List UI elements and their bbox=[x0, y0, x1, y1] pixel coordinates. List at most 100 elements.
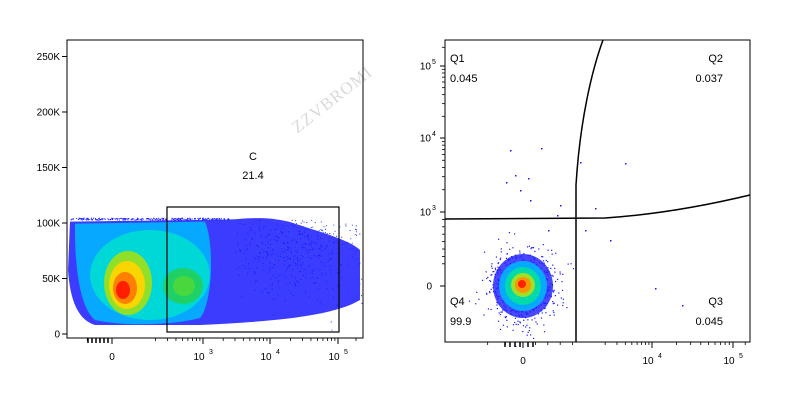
left-event bbox=[94, 218, 96, 220]
quadrant-gate[interactable] bbox=[444, 39, 751, 342]
left-event bbox=[138, 218, 140, 220]
left-event bbox=[98, 217, 100, 219]
left-event bbox=[304, 268, 306, 270]
left-event bbox=[289, 258, 291, 260]
left-event bbox=[207, 218, 209, 220]
left-event bbox=[235, 261, 237, 263]
right-event bbox=[543, 324, 545, 326]
left-event bbox=[302, 226, 304, 228]
right-outlier-event bbox=[530, 200, 532, 202]
left-event bbox=[276, 253, 278, 255]
right-event bbox=[561, 280, 563, 283]
left-population-2-core bbox=[173, 276, 195, 296]
left-event bbox=[259, 220, 261, 222]
gate-c-rectangle[interactable] bbox=[166, 206, 340, 333]
left-event bbox=[324, 265, 326, 267]
left-event bbox=[107, 218, 109, 220]
right-event bbox=[528, 245, 531, 247]
left-event bbox=[355, 257, 357, 259]
right-event bbox=[496, 304, 498, 306]
right-event bbox=[561, 289, 564, 292]
quadrant-horizontal-line[interactable] bbox=[444, 194, 751, 220]
left-event bbox=[289, 265, 291, 267]
left-event bbox=[281, 274, 283, 276]
right-y-tick-label: 10 bbox=[420, 134, 432, 145]
left-event bbox=[302, 262, 304, 264]
left-event bbox=[304, 229, 306, 231]
left-event bbox=[258, 256, 260, 258]
left-event bbox=[296, 257, 298, 259]
left-event bbox=[290, 252, 292, 254]
left-event bbox=[321, 270, 323, 272]
left-event bbox=[154, 219, 156, 221]
left-event bbox=[127, 218, 129, 220]
left-event bbox=[157, 217, 159, 219]
left-event bbox=[234, 220, 236, 222]
left-event bbox=[179, 219, 181, 221]
left-event bbox=[220, 219, 222, 221]
right-outlier-event bbox=[541, 148, 543, 150]
left-event bbox=[267, 291, 269, 293]
left-event bbox=[194, 218, 196, 220]
left-event bbox=[265, 288, 267, 290]
left-event bbox=[320, 244, 322, 246]
left-event bbox=[270, 260, 272, 262]
left-event bbox=[205, 218, 207, 220]
right-event bbox=[551, 274, 553, 276]
right-event bbox=[483, 314, 485, 316]
left-event bbox=[262, 227, 264, 229]
left-event bbox=[128, 218, 130, 220]
left-event bbox=[202, 217, 204, 219]
left-event bbox=[137, 217, 139, 219]
left-event bbox=[290, 257, 292, 259]
left-event bbox=[285, 260, 287, 262]
left-event bbox=[257, 245, 259, 247]
left-event bbox=[268, 240, 270, 242]
right-event bbox=[505, 316, 507, 318]
left-event bbox=[355, 258, 357, 260]
quadrant-vertical-line[interactable] bbox=[575, 39, 604, 342]
left-event bbox=[253, 272, 255, 274]
left-event bbox=[359, 262, 361, 264]
left-event bbox=[307, 239, 309, 241]
left-event bbox=[276, 241, 278, 243]
left-event bbox=[207, 217, 209, 219]
right-event bbox=[553, 311, 555, 314]
left-event bbox=[260, 269, 262, 271]
left-event bbox=[297, 250, 299, 252]
left-event bbox=[301, 281, 303, 283]
right-event bbox=[512, 329, 514, 331]
left-event bbox=[235, 251, 237, 253]
left-event bbox=[158, 218, 160, 220]
left-event bbox=[267, 254, 269, 256]
right-event bbox=[527, 246, 529, 248]
left-event bbox=[238, 274, 240, 276]
right-y-tick-label: 10 bbox=[420, 62, 432, 73]
left-event bbox=[70, 219, 72, 221]
left-event bbox=[325, 244, 327, 246]
left-event bbox=[130, 219, 132, 221]
left-event bbox=[296, 270, 298, 272]
left-event bbox=[291, 257, 293, 259]
left-event bbox=[153, 218, 155, 220]
left-event bbox=[91, 219, 93, 221]
left-event bbox=[258, 262, 260, 264]
left-x-axis: 0 10 3 10 4 10 5 bbox=[86, 338, 357, 363]
left-event bbox=[306, 239, 308, 241]
right-event bbox=[525, 326, 527, 328]
left-event bbox=[272, 230, 274, 232]
left-event bbox=[358, 264, 360, 266]
left-event bbox=[320, 228, 322, 230]
left-event bbox=[202, 218, 204, 220]
left-event bbox=[285, 245, 287, 247]
left-event bbox=[293, 261, 295, 263]
left-event bbox=[79, 217, 81, 219]
left-event bbox=[269, 249, 271, 251]
left-event bbox=[238, 242, 240, 244]
left-event bbox=[320, 255, 322, 257]
gate-c[interactable]: C 21.4 bbox=[166, 151, 340, 333]
left-event bbox=[263, 251, 265, 253]
left-event bbox=[282, 252, 284, 254]
left-event bbox=[295, 277, 297, 279]
